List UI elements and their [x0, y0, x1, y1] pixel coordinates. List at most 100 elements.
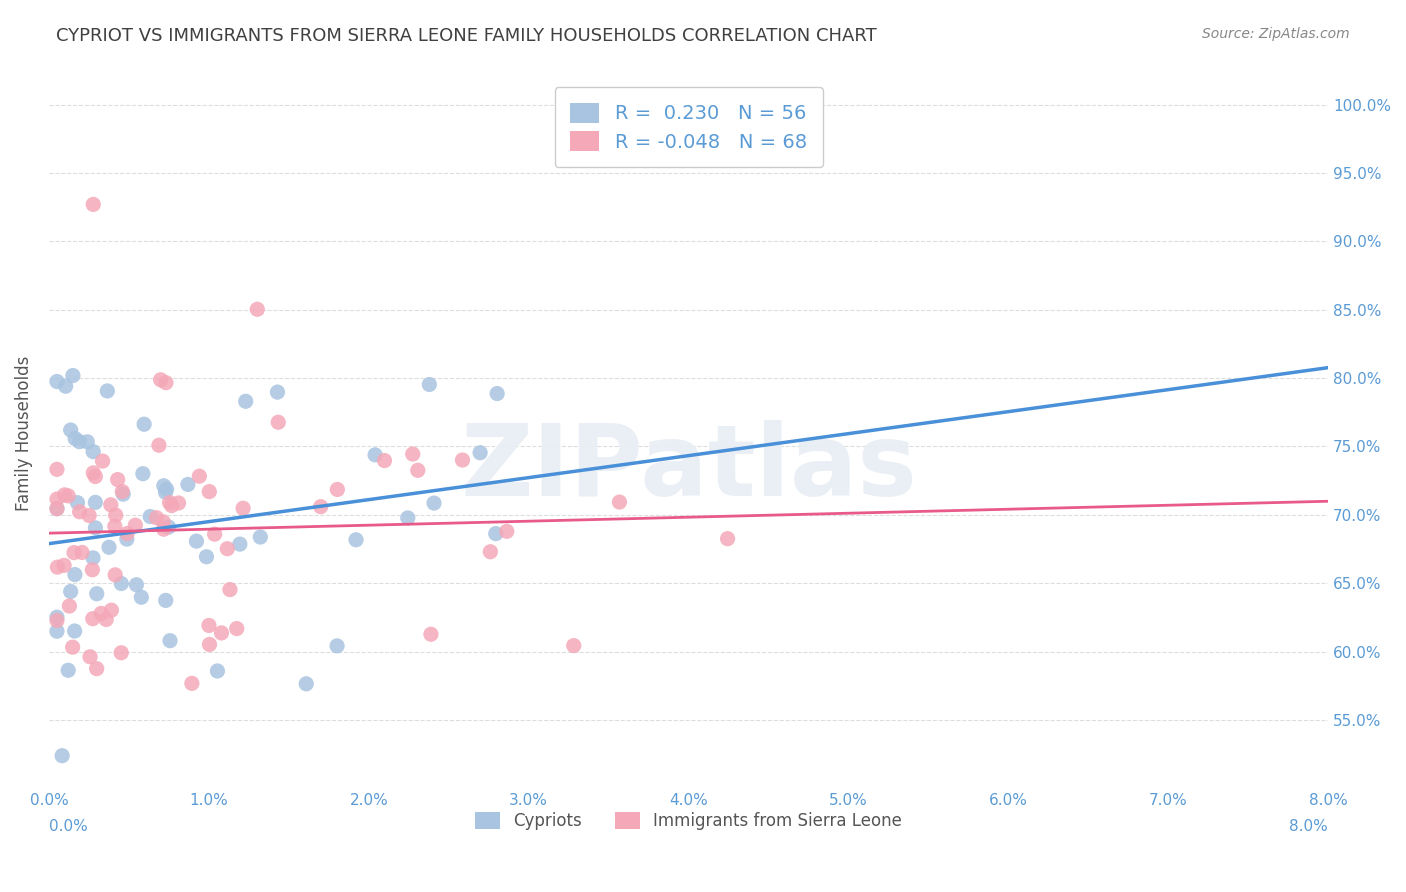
Point — [267, 415, 290, 429]
Point — [107, 473, 129, 487]
Point — [46, 560, 69, 574]
Point — [211, 626, 233, 640]
Text: 0.0%: 0.0% — [49, 819, 87, 834]
Point — [53, 558, 76, 573]
Point — [46, 614, 69, 628]
Point — [46, 624, 69, 639]
Point — [59, 423, 82, 437]
Point — [53, 488, 76, 502]
Point — [402, 447, 425, 461]
Point — [186, 534, 208, 549]
Point — [235, 394, 257, 409]
Legend: R =  0.230   N = 56, R = -0.048   N = 68: R = 0.230 N = 56, R = -0.048 N = 68 — [554, 87, 823, 167]
Point — [69, 434, 91, 449]
Point — [232, 501, 254, 516]
Point — [91, 454, 114, 468]
Point — [479, 545, 502, 559]
Point — [84, 495, 107, 509]
Point — [451, 453, 474, 467]
Point — [82, 563, 104, 577]
Point — [82, 197, 104, 211]
Point — [98, 541, 121, 555]
Point — [86, 662, 108, 676]
Point — [195, 549, 218, 564]
Point — [46, 375, 69, 389]
Point — [66, 496, 89, 510]
Point — [63, 624, 86, 638]
Point — [177, 477, 200, 491]
Point — [115, 532, 138, 546]
Point — [198, 618, 221, 632]
Point — [96, 384, 118, 398]
Point — [149, 373, 172, 387]
Point — [609, 495, 631, 509]
Point — [139, 509, 162, 524]
Point — [110, 646, 132, 660]
Point — [266, 385, 288, 400]
Point — [180, 676, 202, 690]
Point — [111, 484, 134, 499]
Point — [58, 599, 80, 613]
Y-axis label: Family Households: Family Households — [15, 355, 32, 510]
Point — [63, 567, 86, 582]
Point — [486, 386, 509, 401]
Point — [167, 496, 190, 510]
Point — [418, 377, 440, 392]
Point — [155, 482, 177, 496]
Point — [562, 639, 585, 653]
Point — [115, 526, 138, 541]
Point — [207, 664, 229, 678]
Point — [82, 466, 104, 480]
Point — [63, 546, 86, 560]
Point — [160, 499, 183, 513]
Point — [46, 610, 69, 624]
Point — [82, 444, 104, 458]
Point — [51, 748, 73, 763]
Point — [295, 677, 318, 691]
Point — [157, 520, 180, 534]
Point — [217, 541, 239, 556]
Point — [155, 593, 177, 607]
Point — [132, 467, 155, 481]
Point — [396, 511, 419, 525]
Point — [100, 498, 122, 512]
Point — [77, 508, 100, 523]
Point — [219, 582, 242, 597]
Point — [148, 438, 170, 452]
Point — [125, 578, 148, 592]
Point — [86, 587, 108, 601]
Point — [62, 640, 84, 655]
Point — [495, 524, 517, 539]
Text: 8.0%: 8.0% — [1289, 819, 1329, 834]
Point — [100, 603, 122, 617]
Point — [110, 576, 132, 591]
Point — [204, 527, 226, 541]
Point — [159, 633, 181, 648]
Point — [423, 496, 446, 510]
Point — [76, 434, 98, 449]
Point — [131, 591, 153, 605]
Point — [134, 417, 156, 432]
Point — [56, 663, 79, 677]
Point — [90, 607, 112, 621]
Text: Source: ZipAtlas.com: Source: ZipAtlas.com — [1202, 27, 1350, 41]
Point — [46, 491, 69, 506]
Point — [309, 500, 332, 514]
Point — [152, 522, 174, 536]
Point — [485, 526, 508, 541]
Point — [198, 637, 221, 651]
Point — [104, 567, 127, 582]
Point — [46, 501, 69, 516]
Point — [249, 530, 271, 544]
Point — [373, 453, 395, 467]
Point — [364, 448, 387, 462]
Point — [155, 376, 177, 390]
Point — [62, 368, 84, 383]
Point — [229, 537, 252, 551]
Point — [145, 510, 167, 524]
Point — [55, 379, 77, 393]
Point — [70, 545, 93, 559]
Point — [112, 487, 135, 501]
Point — [84, 521, 107, 535]
Text: ZIPatlas: ZIPatlas — [460, 420, 917, 516]
